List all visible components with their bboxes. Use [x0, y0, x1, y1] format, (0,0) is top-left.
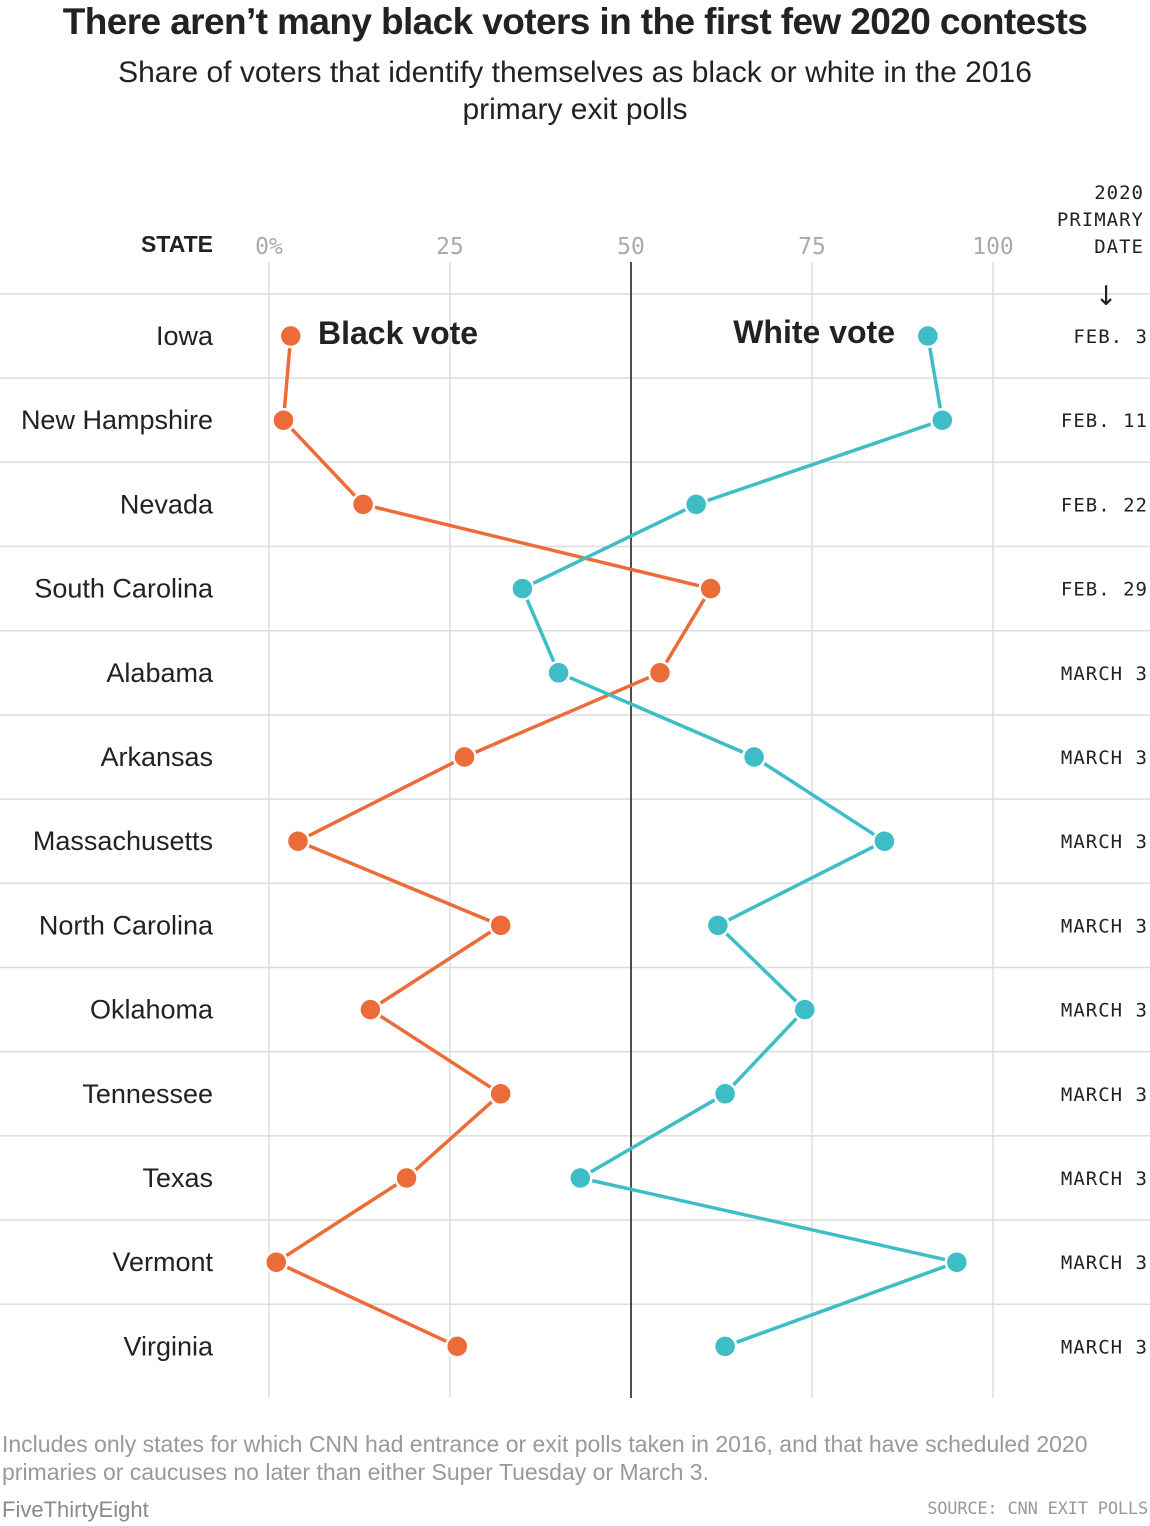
data-point-black-vote: [285, 828, 311, 854]
chart-subtitle: Share of voters that identify themselves…: [118, 56, 1032, 126]
primary-date-label: FEB. 29: [1061, 579, 1148, 601]
state-label: North Carolina: [39, 910, 214, 940]
date-column-header: DATE: [1094, 236, 1144, 258]
state-label: Nevada: [120, 489, 214, 519]
date-column-header: 2020: [1094, 182, 1144, 204]
data-point-black-vote: [271, 407, 296, 433]
state-column-header: STATE: [141, 231, 213, 257]
x-tick-label: 25: [436, 234, 464, 260]
dot-line-chart: 0% 25 50 75 100 STATE 2020 PRIMARY DATE ↓ Iowa FEB.…: [0, 182, 1150, 1398]
primary-date-label: FEB. 11: [1061, 410, 1148, 432]
date-column-header: PRIMARY: [1057, 209, 1144, 231]
primary-date-label: FEB. 3: [1073, 326, 1148, 348]
data-point-white-vote: [872, 828, 897, 854]
state-label: New Hampshire: [21, 405, 213, 435]
data-point-black-vote: [263, 1249, 289, 1275]
x-tick-label: 75: [798, 234, 826, 260]
state-label: Oklahoma: [90, 995, 214, 1025]
data-point-black-vote: [350, 492, 376, 517]
state-label: Arkansas: [100, 742, 213, 772]
primary-date-label: MARCH 3: [1061, 831, 1148, 853]
chart-title: There aren’t many black voters in the fi…: [62, 1, 1088, 42]
primary-date-label: MARCH 3: [1061, 1000, 1148, 1022]
data-point-black-vote: [488, 913, 513, 938]
state-label: Vermont: [112, 1247, 213, 1277]
down-arrow-icon: ↓: [1095, 281, 1118, 312]
primary-date-label: MARCH 3: [1061, 1336, 1148, 1358]
x-tick-label: 50: [617, 234, 645, 260]
primary-date-label: MARCH 3: [1061, 747, 1148, 769]
x-tick-label: 100: [972, 234, 1014, 260]
data-point-white-vote: [930, 407, 955, 433]
primary-date-label: MARCH 3: [1061, 1168, 1148, 1190]
data-point-white-vote: [568, 1165, 593, 1191]
data-point-white-vote: [510, 576, 535, 601]
data-point-white-vote: [712, 1081, 738, 1107]
primary-date-label: MARCH 3: [1061, 1084, 1148, 1106]
primary-date-label: MARCH 3: [1061, 915, 1148, 937]
source-credit: SOURCE: CNN EXIT POLLS: [927, 1499, 1148, 1519]
data-point-black-vote: [278, 323, 303, 349]
data-point-white-vote: [944, 1249, 970, 1275]
data-point-white-vote: [915, 323, 941, 349]
x-tick-label: 0%: [255, 234, 283, 260]
data-point-black-vote: [358, 997, 383, 1022]
data-point-black-vote: [394, 1165, 419, 1191]
state-label: Alabama: [106, 658, 214, 688]
data-point-white-vote: [741, 744, 767, 770]
series-label-white-vote: White vote: [733, 314, 895, 350]
data-point-black-vote: [452, 744, 477, 770]
data-point-black-vote: [488, 1081, 513, 1107]
data-point-white-vote: [546, 660, 571, 686]
state-label: Texas: [142, 1163, 213, 1193]
series-line-black-vote: [274, 335, 713, 1348]
state-label: Iowa: [156, 321, 214, 351]
data-point-black-vote: [647, 660, 673, 686]
state-label: Virginia: [123, 1331, 214, 1361]
data-point-white-vote: [683, 492, 709, 517]
state-label: South Carolina: [34, 574, 214, 604]
data-point-white-vote: [792, 997, 818, 1022]
series-label-black-vote: Black vote: [318, 315, 478, 351]
footnote: Includes only states for which CNN had e…: [2, 1431, 1088, 1485]
state-label: Tennessee: [82, 1079, 213, 1109]
primary-date-label: MARCH 3: [1061, 663, 1148, 685]
state-label: Massachusetts: [33, 826, 213, 856]
data-point-black-vote: [444, 1334, 470, 1359]
data-point-white-vote: [705, 913, 731, 938]
primary-date-label: MARCH 3: [1061, 1252, 1148, 1274]
brand-credit: FiveThirtyEight: [2, 1497, 149, 1522]
primary-date-label: FEB. 22: [1061, 494, 1148, 516]
data-point-black-vote: [698, 576, 723, 601]
data-point-white-vote: [712, 1334, 738, 1359]
